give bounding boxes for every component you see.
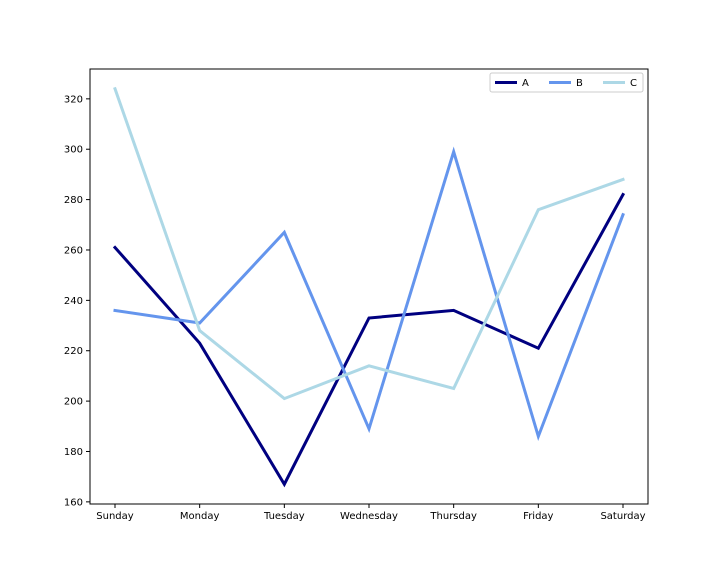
series-line-c [113,86,625,401]
legend-label-a: A [522,78,529,89]
series-line-b [113,146,625,442]
y-tick-label: 200 [64,397,83,408]
x-tick-label: Saturday [600,511,645,522]
x-axis: Sunday Monday Tuesday Wednesday Thursday Frid… [96,504,646,522]
x-tick-label: Wednesday [340,511,398,522]
x-tick-label: Thursday [429,511,477,522]
y-tick-label: 300 [64,145,83,156]
y-tick-label: 160 [64,497,83,508]
y-tick-label: 320 [64,94,83,105]
legend-label-b: B [576,78,583,89]
x-tick-label: Monday [180,511,220,522]
y-axis: 160 180 200 220 240 260 280 300 320 [64,94,90,508]
series-line-a [112,192,626,488]
legend-label-c: C [630,78,637,89]
series-lines [112,86,626,488]
plot-area-frame [89,68,649,505]
legend: A B C [489,72,644,93]
x-tick-label: Tuesday [263,511,305,522]
y-tick-label: 280 [64,195,83,206]
y-tick-label: 240 [64,296,83,307]
y-tick-label: 180 [64,447,83,458]
y-tick-label: 260 [64,245,83,256]
x-tick-label: Sunday [96,511,133,522]
x-tick-label: Friday [523,511,553,522]
y-tick-label: 220 [64,346,83,357]
